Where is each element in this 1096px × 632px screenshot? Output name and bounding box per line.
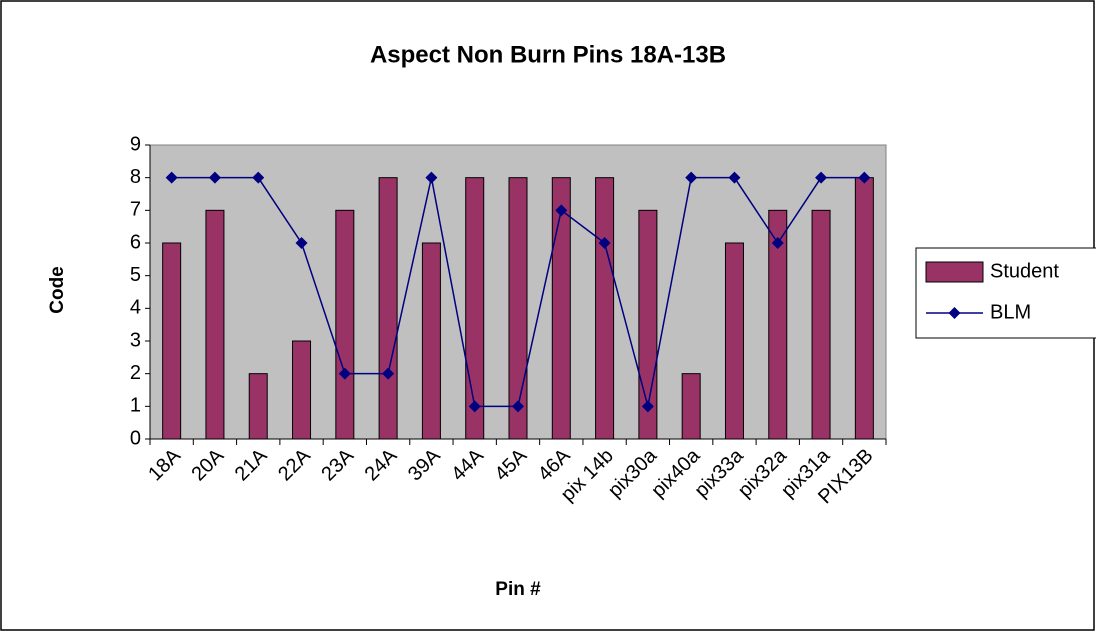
marker [685, 171, 698, 184]
legend-marker [948, 307, 961, 319]
y-tick-label: 0 [130, 427, 141, 449]
bar [854, 177, 874, 440]
y-tick-label: 1 [130, 395, 141, 417]
marker [512, 400, 524, 413]
marker [641, 400, 654, 413]
bar [335, 209, 355, 440]
y-tick-label: 4 [130, 297, 141, 319]
marker [468, 400, 481, 413]
bar [162, 242, 182, 440]
marker [858, 171, 871, 184]
marker [771, 237, 784, 249]
legend-swatch [925, 261, 984, 283]
marker [338, 367, 351, 380]
bar [724, 242, 744, 440]
y-tick-label: 9 [130, 133, 141, 155]
marker [295, 237, 308, 249]
bar [811, 209, 831, 440]
bar [421, 242, 441, 440]
marker [252, 171, 265, 184]
marker [598, 237, 611, 249]
legend-label: Student [990, 260, 1059, 282]
legend-label: BLM [990, 301, 1031, 323]
bar [508, 177, 528, 440]
y-axis-label: Code [47, 266, 68, 314]
marker [728, 171, 741, 184]
bar [378, 177, 398, 440]
bar [768, 209, 788, 440]
bar [205, 209, 225, 440]
y-tick-label: 5 [130, 264, 141, 286]
marker [382, 367, 395, 380]
bar [465, 177, 485, 440]
y-tick-label: 6 [130, 231, 141, 253]
bar [292, 340, 312, 440]
bar [248, 373, 268, 440]
marker [555, 204, 568, 217]
y-tick-label: 3 [130, 329, 141, 351]
y-tick-label: 2 [130, 362, 141, 384]
marker [815, 171, 828, 184]
bar [595, 177, 615, 440]
x-axis-label: Pin # [495, 579, 541, 600]
marker [425, 171, 438, 184]
bar [551, 177, 571, 440]
marker [208, 171, 221, 184]
y-tick-label: 7 [130, 199, 141, 221]
y-tick-label: 8 [130, 166, 141, 188]
chart-title: Aspect Non Burn Pins 18A-13B [370, 41, 726, 68]
marker [165, 171, 178, 184]
bar [681, 373, 701, 440]
